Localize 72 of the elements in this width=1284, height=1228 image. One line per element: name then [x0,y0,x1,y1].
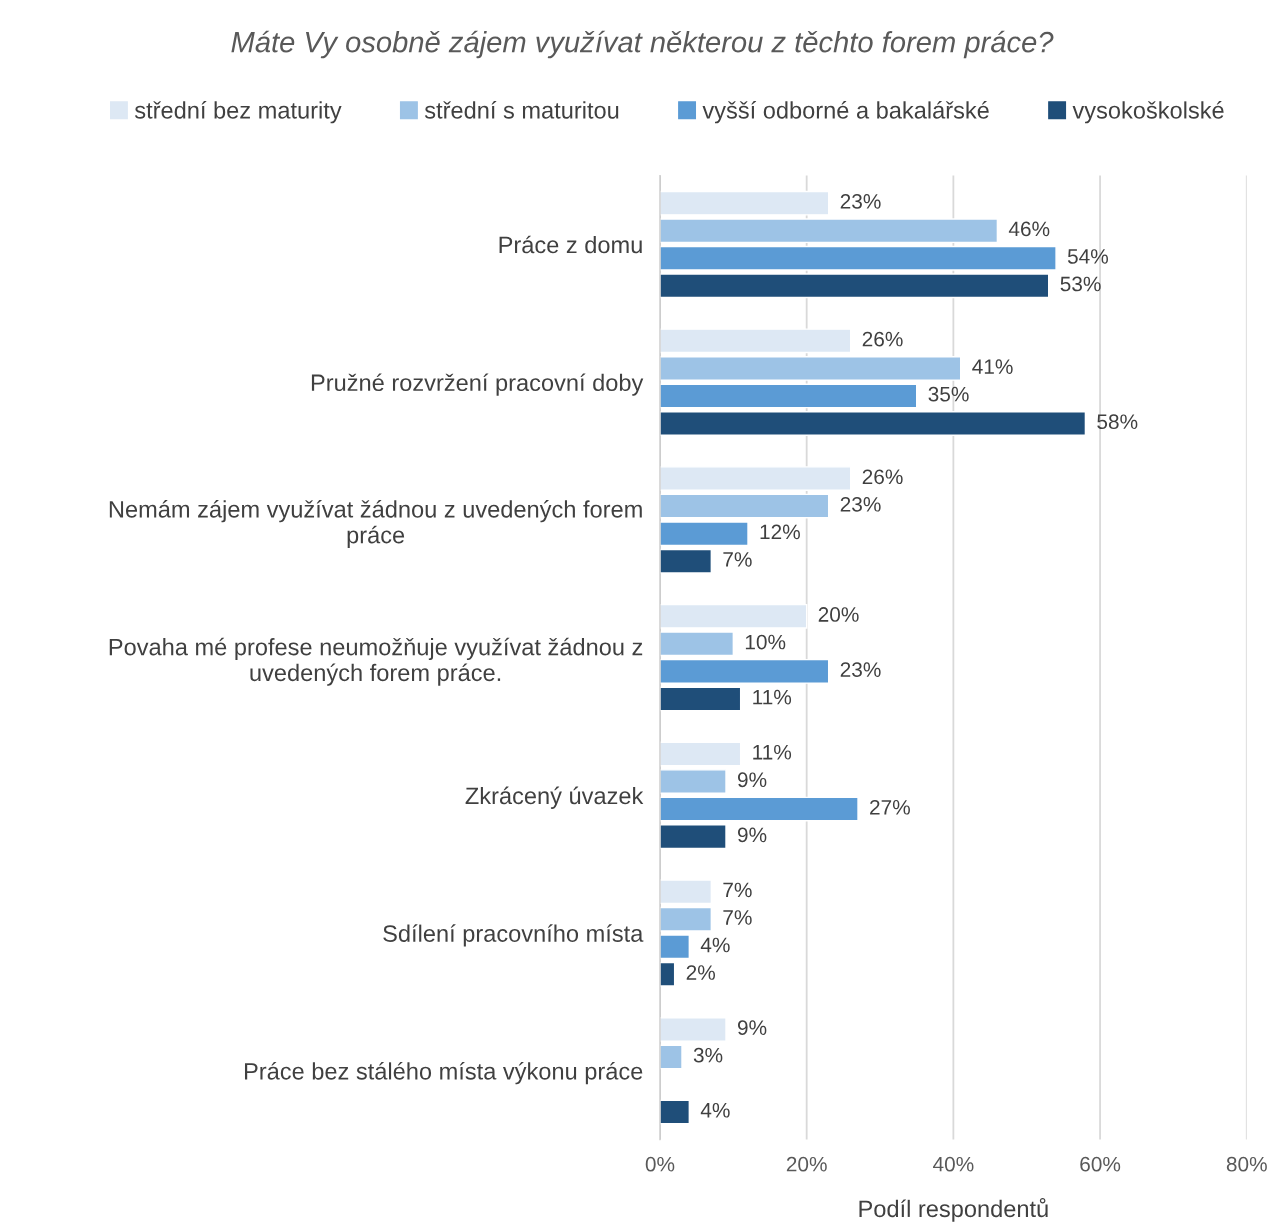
x-tick-label: 0% [645,1156,675,1172]
data-label: 53% [1060,276,1101,292]
data-label: 9% [737,1020,767,1036]
data-label: 20% [818,607,859,622]
bar [659,521,749,547]
y-tick-label: Sdílení pracovního místa [383,924,644,947]
y-tick-label: Zkrácený úvazek [465,786,644,809]
y-tick-label: Povaha mé profese neumožňuje využívat žádnou z uvedených forem práce. [109,637,643,686]
bar [659,1099,691,1125]
data-label: 7% [723,882,752,898]
bar [659,355,962,381]
bar [659,631,735,657]
data-label: 23% [840,662,881,677]
data-label: 23% [840,193,881,209]
bar [659,686,742,712]
bar [659,603,808,629]
legend-label: vysokoškolské [1072,101,1224,124]
data-label: 9% [737,772,767,788]
y-tick-label: Nemám zájem využívat žádnou z uvedených forem práce [109,500,642,549]
bar [659,906,713,932]
bar [659,741,742,767]
data-label: 27% [870,799,910,815]
x-tick-label: 60% [1080,1156,1121,1172]
data-label: 7% [723,910,752,925]
bar [659,273,1050,299]
bar [659,1044,683,1070]
data-label: 46% [1008,221,1050,237]
data-label: 9% [737,827,767,843]
data-label: 26% [862,331,903,347]
bar [659,548,713,574]
data-label: 23% [840,496,881,512]
legend-label: vyšší odborné a bakalářské [702,101,989,124]
bar [659,1017,727,1042]
data-label: 12% [760,524,800,540]
data-label: 58% [1097,414,1138,430]
data-label: 26% [862,469,903,485]
data-label: 2% [686,965,716,980]
x-tick-label: 40% [933,1156,974,1172]
bar [659,411,1087,436]
data-label: 4% [700,1102,730,1118]
y-tick-label: Práce z domu [499,235,642,254]
bar [659,245,1057,271]
legend-label: střední s maturitou [424,101,619,119]
data-label: 10% [745,634,786,650]
bar [659,658,830,684]
y-tick-label: Práce bez stálého místa výkonu práce [244,1062,643,1085]
x-tick-label: 80% [1226,1156,1267,1172]
bar [659,769,727,794]
bar [659,383,918,409]
bar [659,824,727,850]
legend-label: střední bez maturity [134,101,342,124]
chart-title: Máte Vy osobně zájem využívat některou z těchto forem práce? [231,30,1054,59]
data-label: 54% [1067,249,1109,264]
bar [659,961,676,987]
data-label: 11% [753,689,792,705]
bar [659,796,859,822]
data-label: 3% [693,1047,723,1063]
bar [659,466,852,491]
bar [659,218,999,244]
data-label: 41% [972,359,1013,374]
data-label: 35% [928,386,969,402]
bar [659,190,830,216]
bar [659,493,830,519]
bar [659,879,713,905]
bar [659,934,691,960]
data-label: 11% [753,744,792,760]
bar [659,328,852,354]
y-tick-label: Pružné rozvržení pracovní doby [311,373,644,396]
x-axis-title: Podíl respondentů [859,1197,1048,1222]
data-label: 4% [700,937,730,953]
x-tick-label: 20% [786,1156,827,1172]
data-label: 7% [723,552,752,567]
